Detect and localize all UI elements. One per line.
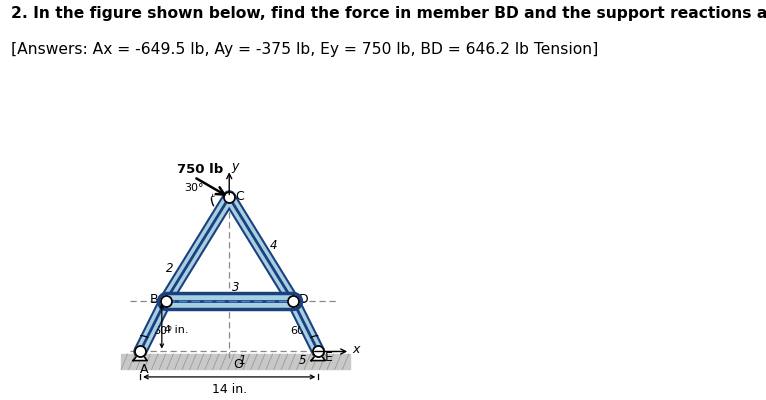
Text: x: x <box>352 343 360 356</box>
Text: 60°: 60° <box>290 326 309 336</box>
Text: B: B <box>149 293 158 306</box>
Text: D: D <box>299 293 308 306</box>
Text: 2. In the figure shown below, find the force in member BD and the support reacti: 2. In the figure shown below, find the f… <box>11 6 766 21</box>
Text: 750 lb: 750 lb <box>178 163 224 176</box>
Text: A: A <box>139 363 149 376</box>
Text: 1: 1 <box>238 354 246 367</box>
Text: 5: 5 <box>300 354 306 367</box>
Text: E: E <box>325 351 332 364</box>
Text: 30°: 30° <box>185 183 204 193</box>
Text: O: O <box>233 358 243 371</box>
Text: 14 in.: 14 in. <box>211 383 247 396</box>
Polygon shape <box>311 352 326 360</box>
Text: y: y <box>232 160 239 173</box>
Text: 3: 3 <box>232 281 239 294</box>
Text: [Answers: Ax = -649.5 lb, Ay = -375 lb, Ey = 750 lb, BD = 646.2 lb Tension]: [Answers: Ax = -649.5 lb, Ay = -375 lb, … <box>11 42 599 57</box>
Text: 60°: 60° <box>153 326 172 336</box>
Text: 4 in.: 4 in. <box>164 325 188 335</box>
Text: 2: 2 <box>165 262 173 274</box>
Text: 4: 4 <box>270 239 277 252</box>
Polygon shape <box>133 352 147 360</box>
Text: C: C <box>235 190 244 202</box>
